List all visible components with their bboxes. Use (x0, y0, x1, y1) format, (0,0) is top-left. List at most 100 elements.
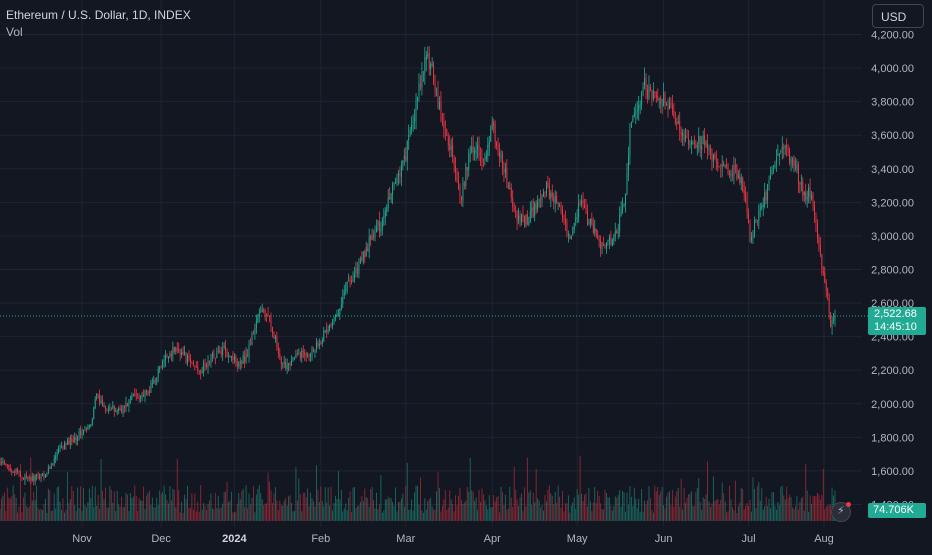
candle-body (102, 400, 103, 406)
candle-body (568, 234, 569, 235)
volume-legend-label[interactable]: Vol (6, 25, 23, 39)
candle-body (539, 199, 540, 200)
volume-bar (420, 478, 421, 521)
volume-bar (725, 501, 726, 521)
candle-body (442, 122, 443, 123)
candle-body (24, 476, 25, 481)
candle-body (731, 174, 732, 176)
volume-bar (716, 500, 717, 521)
candle-body (624, 203, 625, 205)
candle-body (275, 337, 276, 339)
lightning-bolt-button[interactable]: ⚡ (831, 502, 851, 522)
candle-body (139, 397, 140, 398)
candle-body (549, 186, 550, 199)
volume-bar (624, 492, 625, 521)
candle-body (194, 366, 195, 367)
volume-bar (609, 498, 610, 521)
candle-body (294, 357, 295, 358)
candle-body (126, 402, 127, 407)
candle-body (663, 92, 664, 105)
volume-bar (49, 490, 50, 521)
volume-bar (657, 487, 658, 521)
candle-body (780, 151, 781, 152)
candle-body (344, 290, 345, 295)
candle-body (562, 209, 563, 218)
volume-bar (379, 504, 380, 521)
candle-body (649, 86, 650, 98)
candle-body (670, 103, 671, 106)
volume-bar (83, 488, 84, 521)
volume-bar (82, 511, 83, 521)
candle-body (616, 231, 617, 234)
volume-bar (240, 499, 241, 521)
volume-bar (42, 510, 43, 521)
candle-body (87, 425, 88, 428)
volume-bar (669, 491, 670, 521)
volume-bar (594, 487, 595, 521)
candle-body (733, 166, 734, 176)
candle-body (269, 316, 270, 318)
candle-body (811, 195, 812, 199)
candle-body (591, 219, 592, 224)
volume-bar (228, 502, 229, 521)
x-tick-label: Apr (484, 533, 501, 545)
volume-bar (131, 498, 132, 521)
candle-body (221, 351, 222, 354)
candle-body (379, 221, 380, 231)
volume-bar (167, 500, 168, 521)
volume-bar (460, 488, 461, 521)
candle-body (112, 406, 113, 408)
volume-bar (774, 506, 775, 521)
candle-body (278, 347, 279, 353)
candle-body (414, 120, 415, 121)
volume-bar (786, 487, 787, 521)
candle-body (326, 329, 327, 332)
candle-body (566, 222, 567, 234)
volume-bar (10, 499, 11, 521)
candle-body (281, 357, 282, 363)
volume-bar (206, 510, 207, 521)
volume-bar (320, 486, 321, 521)
volume-bar (5, 511, 6, 521)
y-tick-label: 3,400.00 (871, 164, 914, 176)
candle-body (439, 102, 440, 109)
volume-bar (813, 496, 814, 521)
candle-body (501, 153, 502, 158)
candle-body (503, 169, 504, 172)
candle-body (288, 364, 289, 365)
candle-body (666, 104, 667, 105)
candle-body (599, 239, 600, 241)
volume-bar (772, 492, 773, 521)
volume-bar (303, 493, 304, 521)
symbol-title[interactable]: Ethereum / U.S. Dollar, 1D, INDEX (6, 8, 191, 22)
currency-button[interactable]: USD (872, 4, 924, 28)
volume-bar (660, 491, 661, 521)
volume-bar (317, 490, 318, 521)
volume-bar (58, 486, 59, 521)
candle-body (159, 368, 160, 370)
candle-body (347, 281, 348, 291)
volume-bar (821, 495, 822, 521)
candle-body (518, 216, 519, 220)
volume-bar (801, 498, 802, 521)
candle-body (747, 201, 748, 213)
volume-bar (323, 506, 324, 521)
volume-bar (728, 511, 729, 521)
candle-body (799, 183, 800, 185)
volume-bar (530, 491, 531, 521)
volume-bar (128, 511, 129, 521)
volume-bar (194, 494, 195, 521)
candle-body (301, 350, 302, 357)
volume-bar (433, 510, 434, 521)
volume-bar (525, 506, 526, 521)
volume-bar (823, 469, 824, 521)
volume-bar (505, 495, 506, 521)
candle-body (550, 193, 551, 198)
candle-body (285, 362, 286, 369)
volume-bar (118, 505, 119, 521)
volume-bar (536, 469, 537, 521)
candle-body (52, 463, 53, 465)
volume-bar (288, 496, 289, 521)
